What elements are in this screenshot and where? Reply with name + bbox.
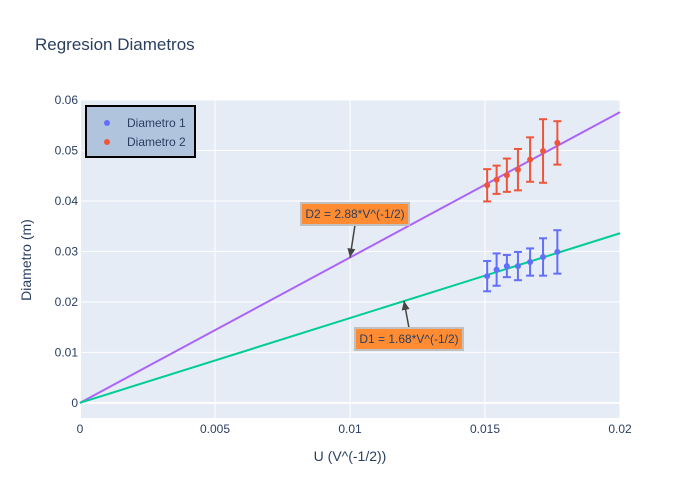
data-point	[514, 263, 521, 270]
chart-title: Regresion Diametros	[35, 35, 195, 54]
annotation-box	[300, 202, 410, 226]
data-point	[527, 156, 534, 163]
data-point	[484, 182, 491, 189]
annotations: D2 = 2.88*V^(-1/2) D1 = 1.68*V^(-1/2)	[300, 202, 464, 351]
legend-item-label: Diametro 1	[127, 116, 186, 130]
data-point	[527, 259, 534, 266]
data-point	[514, 166, 521, 173]
x-tick-label: 0.015	[470, 422, 500, 436]
y-tick-label: 0.06	[55, 93, 79, 107]
y-ticks: 0 0.01 0.02 0.03 0.04 0.05 0.06	[55, 93, 79, 410]
annotation-text: D1 = 1.68*V^(-1/2)	[359, 332, 458, 346]
data-point	[484, 273, 491, 280]
y-tick-label: 0.03	[55, 244, 79, 258]
x-axis-label: U (V^(-1/2))	[314, 448, 387, 464]
data-point	[503, 263, 510, 270]
y-tick-label: 0.01	[55, 345, 79, 359]
data-point	[540, 253, 547, 260]
annotation: D2 = 2.88*V^(-1/2)	[300, 202, 410, 258]
legend-marker	[104, 120, 110, 126]
annotation-text: D2 = 2.88*V^(-1/2)	[305, 207, 404, 221]
data-point	[540, 147, 547, 154]
legend-box	[85, 105, 196, 158]
legend[interactable]: Diametro 1 Diametro 2	[85, 105, 196, 158]
legend-item-label: Diametro 2	[127, 135, 186, 149]
x-ticks: 0 0.005 0.01 0.015 0.02	[77, 422, 632, 436]
data-point	[554, 248, 561, 255]
annotation-arrow-head	[401, 300, 410, 311]
data-point	[493, 176, 500, 183]
annotation: D1 = 1.68*V^(-1/2)	[354, 300, 464, 351]
y-tick-label: 0.05	[55, 143, 79, 157]
y-tick-label: 0	[71, 396, 78, 410]
x-tick-label: 0.01	[338, 422, 362, 436]
annotation-arrow-head	[347, 247, 356, 258]
data-point	[554, 139, 561, 146]
data-points	[483, 118, 562, 293]
y-axis-label: Diametro (m)	[18, 219, 34, 301]
data-point	[493, 266, 500, 273]
legend-marker	[104, 139, 110, 145]
x-tick-label: 0.02	[608, 422, 632, 436]
annotation-box	[354, 327, 464, 351]
data-point	[503, 172, 510, 179]
y-tick-label: 0.02	[55, 295, 79, 309]
y-tick-label: 0.04	[55, 194, 79, 208]
x-tick-label: 0	[77, 422, 84, 436]
x-tick-label: 0.005	[200, 422, 230, 436]
